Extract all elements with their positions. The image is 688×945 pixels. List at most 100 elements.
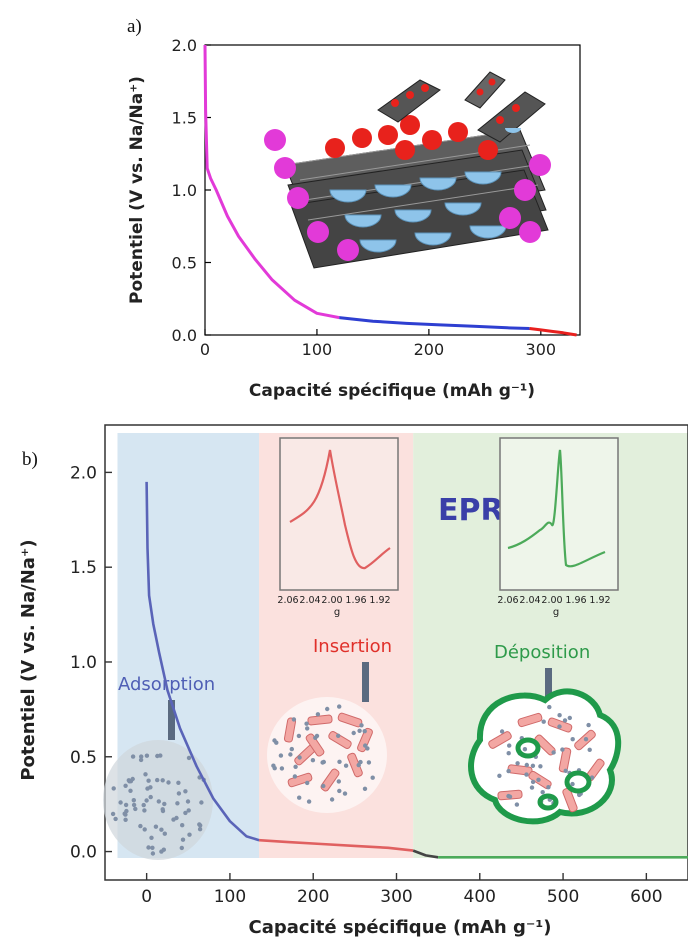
particle-insertion <box>267 697 387 813</box>
ion-dot <box>113 816 118 822</box>
ion-dot <box>279 766 285 771</box>
inset-tick-label: 2.00 <box>321 595 342 606</box>
ion-dot <box>305 726 310 731</box>
y-tick-label-a: 2.0 <box>172 36 197 55</box>
ion-dot <box>110 811 116 817</box>
arrow-adsorption <box>168 700 175 740</box>
ion-dot <box>131 798 136 803</box>
x-tick-label-a: 200 <box>414 340 445 359</box>
ion-dot <box>570 781 575 787</box>
ion-dot <box>551 750 556 755</box>
inset-ticks-deposition: 2.06 2.04 2.00 1.96 1.92 <box>497 595 610 606</box>
ion-dot <box>160 807 165 812</box>
ion-dot <box>142 827 147 832</box>
ion-dot <box>161 847 166 852</box>
ion-dot <box>176 780 181 785</box>
x-tick-label-b: 500 <box>547 887 579 907</box>
ion-dot <box>587 747 592 752</box>
ion-dot <box>156 799 161 804</box>
ion-dot <box>329 797 335 802</box>
ion-dot <box>524 772 529 777</box>
epr-trace-insertion <box>289 449 391 570</box>
x-tick-label-b: 100 <box>214 887 246 907</box>
ion-dot <box>123 783 128 788</box>
x-tick-label-b: 300 <box>380 887 412 907</box>
ion-dot <box>141 802 146 808</box>
y-tick-label-b: 1.5 <box>70 558 97 578</box>
ion-dot <box>357 728 362 733</box>
ion-dot <box>180 837 186 842</box>
inset-tick-label: 2.04 <box>299 595 320 606</box>
ion-dot <box>320 760 325 765</box>
arrow-insertion <box>362 662 369 702</box>
ion-dot <box>522 747 528 752</box>
ion-dot <box>363 743 368 748</box>
ion-dot <box>541 719 546 724</box>
ion-dot <box>130 776 135 782</box>
particle-deposition <box>468 688 622 825</box>
ion-dot <box>514 802 520 807</box>
inset-tick-label: 1.92 <box>369 595 390 606</box>
ion-dot <box>560 747 565 752</box>
x-tick-label-b: 200 <box>297 887 329 907</box>
ion-dot <box>305 780 310 786</box>
ion-dot <box>160 778 165 783</box>
region-label-insertion: Insertion <box>313 636 392 657</box>
ion-dot <box>138 823 143 829</box>
ion-dot <box>171 817 176 822</box>
ion-dot <box>337 788 342 794</box>
ion-dot <box>506 751 511 756</box>
ion-dot <box>292 774 298 779</box>
ion-dot <box>143 772 148 777</box>
ion-dot <box>144 753 150 758</box>
axes-b: 0.00.51.01.52.00 100 200 300 400 500 600 <box>70 463 663 907</box>
ion-dot <box>336 733 341 738</box>
graphite-rod <box>307 714 333 726</box>
inset-tick-label: 1.96 <box>345 595 366 606</box>
ion-dot <box>175 801 180 806</box>
ion-dot <box>562 718 568 723</box>
ion-dot <box>536 777 541 782</box>
ion-dot <box>538 764 543 769</box>
magenta-sodium-atoms <box>264 129 551 261</box>
chart-b: b) EPR 2.06 2.04 2.00 1.96 1.92 g 2.06 2.04 2.… <box>18 424 688 938</box>
series-line-b-2 <box>412 849 439 859</box>
ion-dot <box>272 738 277 743</box>
particle-illustrations <box>103 688 622 860</box>
ion-dot <box>183 810 188 816</box>
ion-dot <box>123 817 128 822</box>
inset-tick-label: 2.06 <box>497 595 518 606</box>
ion-dot <box>362 729 367 734</box>
ion-dot <box>153 824 159 829</box>
ion-dot <box>351 730 356 736</box>
y-tick-label-a: 0.0 <box>172 326 197 345</box>
ion-dot <box>586 722 591 728</box>
epr-trace-deposition <box>507 449 606 568</box>
inset-xlabel-insertion: g <box>334 607 340 618</box>
ion-dot <box>126 778 131 783</box>
ion-dot <box>186 755 192 761</box>
ion-dot <box>271 763 276 768</box>
ion-dot <box>359 723 364 728</box>
floating-fragments <box>377 71 546 143</box>
ion-dot <box>185 799 191 804</box>
ion-dot <box>278 753 284 758</box>
ion-dot <box>144 798 149 803</box>
ion-dot <box>159 827 164 832</box>
deposit-rings <box>515 737 592 811</box>
ion-dot <box>362 786 368 791</box>
x-axis-label-a: Capacité spécifique (mAh g⁻¹) <box>249 381 535 401</box>
graphite-rod <box>328 731 352 749</box>
ion-dot <box>314 733 320 739</box>
ion-dot <box>183 789 188 794</box>
graphite-rod <box>305 733 325 757</box>
x-tick-label-a: 300 <box>526 340 557 359</box>
ion-dot <box>166 780 171 785</box>
blue-ion-cluster <box>329 171 507 253</box>
ion-dot <box>150 851 156 856</box>
y-tick-label-b: 1.0 <box>70 653 97 673</box>
layered-structure-illustration <box>264 71 551 269</box>
ion-dot <box>146 778 151 783</box>
ion-dot <box>342 791 348 796</box>
ion-dot <box>150 845 155 850</box>
